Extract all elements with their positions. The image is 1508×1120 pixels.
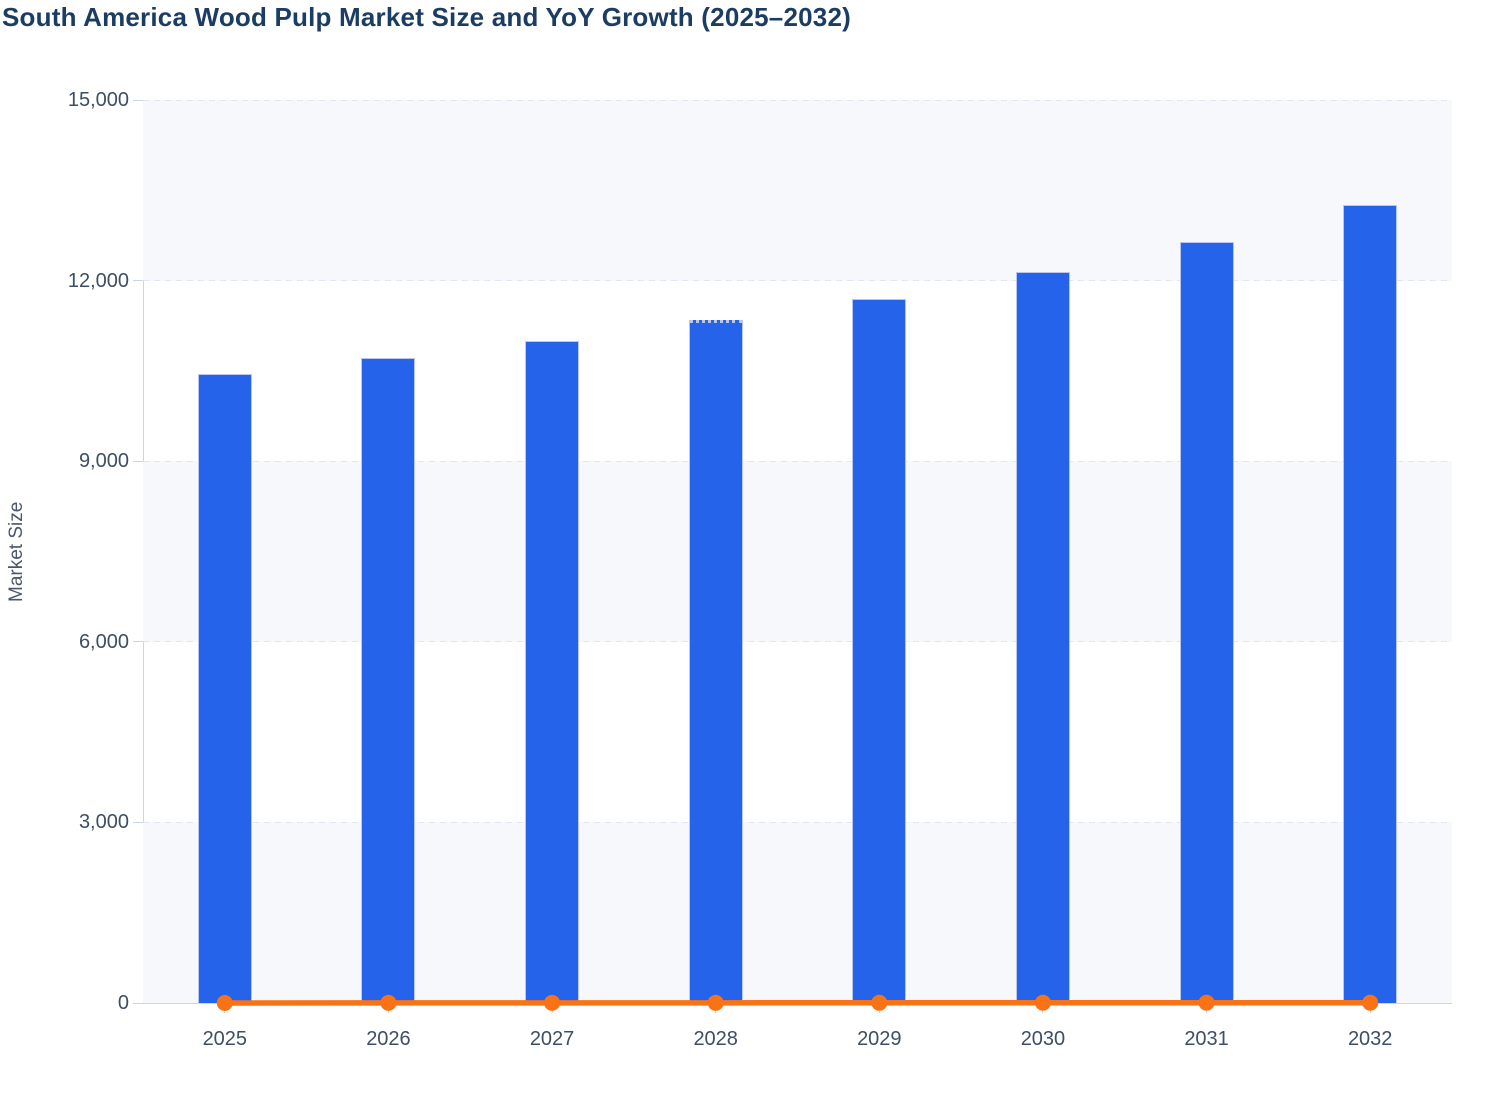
gridline bbox=[143, 99, 1452, 101]
grid-band bbox=[143, 822, 1452, 1003]
yoy-marker-2027[interactable] bbox=[544, 994, 561, 1011]
y-tick-label: 9,000 bbox=[78, 450, 129, 473]
y-tick-label: 0 bbox=[117, 992, 129, 1014]
yoy-marker-2025[interactable] bbox=[216, 995, 233, 1011]
yoy-marker-2026[interactable] bbox=[380, 994, 397, 1011]
bar-2027[interactable] bbox=[525, 340, 580, 1003]
bar-2028[interactable] bbox=[688, 320, 743, 1003]
bar-2031[interactable] bbox=[1179, 242, 1234, 1003]
x-tick-label-2030: 2030 bbox=[1020, 1028, 1066, 1050]
gridline bbox=[143, 280, 1452, 282]
x-tick-label-2031: 2031 bbox=[1184, 1028, 1229, 1050]
grid-band bbox=[143, 461, 1452, 642]
yoy-growth-line-layer bbox=[216, 994, 1379, 1011]
x-tick-label-2028: 2028 bbox=[693, 1028, 738, 1050]
yoy-marker-2029[interactable] bbox=[871, 994, 888, 1011]
bar-2029[interactable] bbox=[852, 298, 907, 1003]
yoy-marker-2030[interactable] bbox=[1034, 994, 1051, 1011]
chart-title: South America Wood Pulp Market Size and … bbox=[2, 2, 851, 32]
yoy-marker-2032[interactable] bbox=[1362, 994, 1379, 1011]
y-tick bbox=[133, 99, 143, 101]
x-tick-label-2026: 2026 bbox=[366, 1028, 411, 1050]
x-tick-label-2025: 2025 bbox=[202, 1028, 248, 1050]
y-tick bbox=[133, 641, 143, 643]
y-tick bbox=[133, 460, 143, 462]
y-axis-title: Market Size bbox=[6, 501, 27, 602]
y-tick bbox=[133, 821, 143, 823]
gridline bbox=[143, 641, 1452, 643]
plot-area bbox=[143, 99, 1452, 1011]
gridline bbox=[143, 460, 1452, 462]
y-tick-label: 6,000 bbox=[78, 630, 129, 653]
yoy-marker-2028[interactable] bbox=[707, 994, 724, 1011]
y-tick-label: 3,000 bbox=[78, 811, 129, 834]
grid-band bbox=[143, 100, 1452, 281]
gridline bbox=[143, 821, 1452, 823]
bar-2030[interactable] bbox=[1015, 272, 1070, 1003]
bar-2025[interactable] bbox=[197, 373, 252, 1003]
y-tick-label: 12,000 bbox=[67, 269, 129, 292]
yoy-marker-2031[interactable] bbox=[1198, 994, 1215, 1011]
y-tick-label: 15,000 bbox=[67, 89, 129, 111]
y-tick bbox=[133, 280, 143, 282]
bar-2032[interactable] bbox=[1343, 205, 1398, 1003]
x-tick-label-2029: 2029 bbox=[857, 1028, 902, 1050]
bar-2026[interactable] bbox=[361, 357, 416, 1003]
x-tick-label-2032: 2032 bbox=[1347, 1028, 1393, 1050]
y-tick bbox=[133, 1002, 143, 1004]
x-tick-label-2027: 2027 bbox=[529, 1028, 575, 1050]
